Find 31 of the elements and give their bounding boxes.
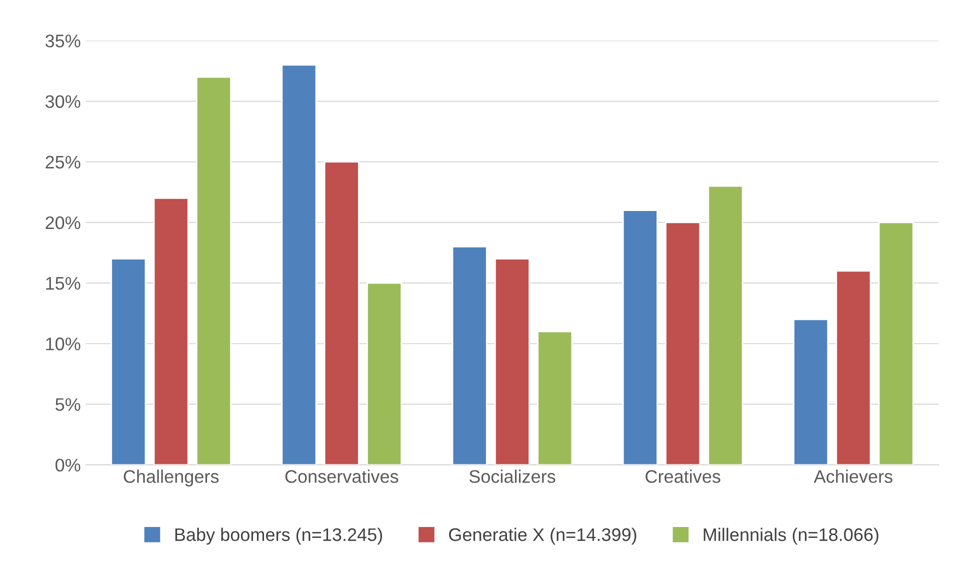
bar bbox=[665, 222, 701, 465]
x-tick-label: Challengers bbox=[124, 470, 219, 486]
legend-label: Baby boomers (n=13.245) bbox=[175, 528, 382, 545]
bar bbox=[324, 161, 360, 465]
bar bbox=[366, 282, 402, 465]
bar bbox=[708, 185, 744, 465]
x-tick-label: Achievers bbox=[814, 470, 892, 483]
bar bbox=[793, 318, 829, 465]
x-tick-label: Creatives bbox=[646, 470, 720, 483]
bar bbox=[622, 210, 658, 465]
y-tick-label: 5% bbox=[56, 398, 80, 411]
bar bbox=[196, 76, 232, 465]
bar bbox=[494, 258, 530, 465]
y-tick-label: 35% bbox=[45, 34, 80, 48]
bar bbox=[452, 246, 488, 465]
legend-label: Generatie X (n=14.399) bbox=[449, 528, 636, 545]
bar bbox=[836, 270, 872, 465]
bar bbox=[153, 198, 189, 465]
y-tick-label: 20% bbox=[46, 216, 80, 230]
bar bbox=[878, 222, 914, 465]
x-tick-label: Conservatives bbox=[285, 470, 398, 483]
y-tick-label: 15% bbox=[46, 277, 80, 290]
bar bbox=[110, 258, 146, 465]
legend-label: Millennials (n=18.066) bbox=[704, 528, 878, 545]
y-tick-label: 30% bbox=[45, 95, 80, 108]
x-tick-label: Socializers bbox=[469, 470, 556, 483]
y-tick-label: 10% bbox=[46, 338, 80, 350]
bar bbox=[537, 330, 573, 465]
y-tick-label: 25% bbox=[46, 156, 80, 169]
y-tick-label: 0% bbox=[56, 458, 80, 472]
bar bbox=[281, 64, 317, 465]
